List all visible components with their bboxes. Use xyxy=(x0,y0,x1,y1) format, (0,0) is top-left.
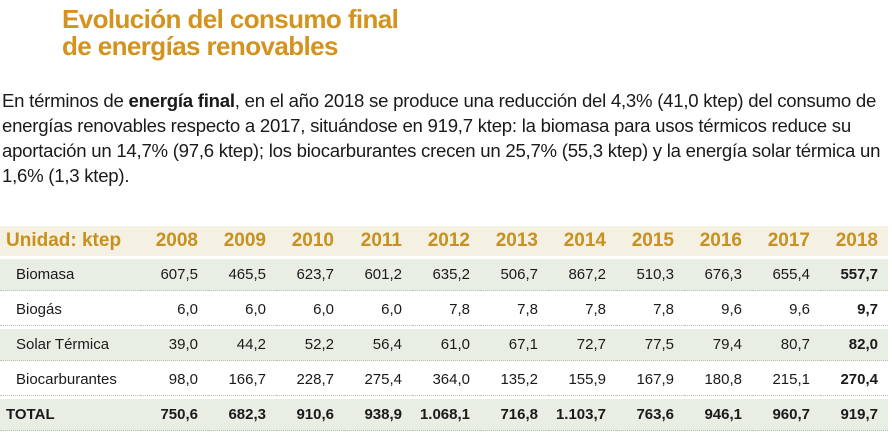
header-cell: 2018 xyxy=(820,226,888,256)
cell: 7,8 xyxy=(616,294,684,326)
header-cell: 2008 xyxy=(140,226,208,256)
header-cell: 2010 xyxy=(276,226,344,256)
cell: 510,3 xyxy=(616,259,684,291)
text: , en el año 2018 se produce una reducció… xyxy=(2,90,881,186)
cell: 180,8 xyxy=(684,364,752,396)
row-label: Biomasa xyxy=(0,259,140,291)
data-table: Unidad: ktep 2008 2009 2010 2011 2012 2013 2014… xyxy=(0,223,888,434)
header-cell: Unidad: ktep xyxy=(0,226,140,256)
cell: 82,0 xyxy=(820,329,888,361)
cell: 557,7 xyxy=(820,259,888,291)
cell: 1.103,7 xyxy=(548,399,616,431)
cell: 655,4 xyxy=(752,259,820,291)
cell: 9,7 xyxy=(820,294,888,326)
table-row: Solar Térmica 39,0 44,2 52,2 56,4 61,0 67,1 72,… xyxy=(0,329,888,361)
cell: 946,1 xyxy=(684,399,752,431)
cell: 506,7 xyxy=(480,259,548,291)
cell: 635,2 xyxy=(412,259,480,291)
cell: 215,1 xyxy=(752,364,820,396)
header-cell: 2013 xyxy=(480,226,548,256)
cell: 56,4 xyxy=(344,329,412,361)
table-row: Biocarburantes 98,0 166,7 228,7 275,4 364,0 13… xyxy=(0,364,888,396)
cell: 9,6 xyxy=(684,294,752,326)
row-label: Solar Térmica xyxy=(0,329,140,361)
cell: 44,2 xyxy=(208,329,276,361)
paragraph: En términos de energía final, en el año … xyxy=(2,88,892,188)
table-row: TOTAL 750,6 682,3 910,6 938,9 1.068,1 716,8 1.1… xyxy=(0,399,888,431)
cell: 465,5 xyxy=(208,259,276,291)
cell: 763,6 xyxy=(616,399,684,431)
cell: 750,6 xyxy=(140,399,208,431)
cell: 67,1 xyxy=(480,329,548,361)
cell: 960,7 xyxy=(752,399,820,431)
row-label: TOTAL xyxy=(0,399,140,431)
cell: 938,9 xyxy=(344,399,412,431)
table-row: Biomasa 607,5 465,5 623,7 601,2 635,2 506,7 867… xyxy=(0,259,888,291)
cell: 52,2 xyxy=(276,329,344,361)
cell: 6,0 xyxy=(208,294,276,326)
cell: 72,7 xyxy=(548,329,616,361)
text: En términos de xyxy=(2,90,129,111)
cell: 6,0 xyxy=(140,294,208,326)
cell: 155,9 xyxy=(548,364,616,396)
header-cell: 2012 xyxy=(412,226,480,256)
cell: 9,6 xyxy=(752,294,820,326)
cell: 607,5 xyxy=(140,259,208,291)
cell: 7,8 xyxy=(480,294,548,326)
cell: 682,3 xyxy=(208,399,276,431)
bold-text: energía final xyxy=(128,90,235,111)
cell: 6,0 xyxy=(276,294,344,326)
cell: 910,6 xyxy=(276,399,344,431)
row-label: Biogás xyxy=(0,294,140,326)
cell: 80,7 xyxy=(752,329,820,361)
cell: 7,8 xyxy=(412,294,480,326)
cell: 275,4 xyxy=(344,364,412,396)
header-row: Unidad: ktep 2008 2009 2010 2011 2012 2013 2014… xyxy=(0,226,888,256)
header-cell: 2017 xyxy=(752,226,820,256)
cell: 364,0 xyxy=(412,364,480,396)
cell: 676,3 xyxy=(684,259,752,291)
cell: 601,2 xyxy=(344,259,412,291)
header-cell: 2014 xyxy=(548,226,616,256)
cell: 1.068,1 xyxy=(412,399,480,431)
header-cell: 2011 xyxy=(344,226,412,256)
cell: 98,0 xyxy=(140,364,208,396)
cell: 135,2 xyxy=(480,364,548,396)
header-cell: 2015 xyxy=(616,226,684,256)
row-label: Biocarburantes xyxy=(0,364,140,396)
cell: 919,7 xyxy=(820,399,888,431)
title-line: de energías renovables xyxy=(62,31,338,61)
cell: 166,7 xyxy=(208,364,276,396)
cell: 61,0 xyxy=(412,329,480,361)
header-cell: 2009 xyxy=(208,226,276,256)
cell: 7,8 xyxy=(548,294,616,326)
cell: 39,0 xyxy=(140,329,208,361)
cell: 77,5 xyxy=(616,329,684,361)
cell: 867,2 xyxy=(548,259,616,291)
cell: 716,8 xyxy=(480,399,548,431)
title: Evolución del consumo final de energías … xyxy=(62,4,399,61)
cell: 167,9 xyxy=(616,364,684,396)
table-row: Biogás 6,0 6,0 6,0 6,0 7,8 7,8 7,8 7,8 9,6 9,6 9,7 xyxy=(0,294,888,326)
cell: 79,4 xyxy=(684,329,752,361)
cell: 6,0 xyxy=(344,294,412,326)
cell: 270,4 xyxy=(820,364,888,396)
header-cell: 2016 xyxy=(684,226,752,256)
cell: 623,7 xyxy=(276,259,344,291)
title-line: Evolución del consumo final xyxy=(62,4,399,34)
cell: 228,7 xyxy=(276,364,344,396)
